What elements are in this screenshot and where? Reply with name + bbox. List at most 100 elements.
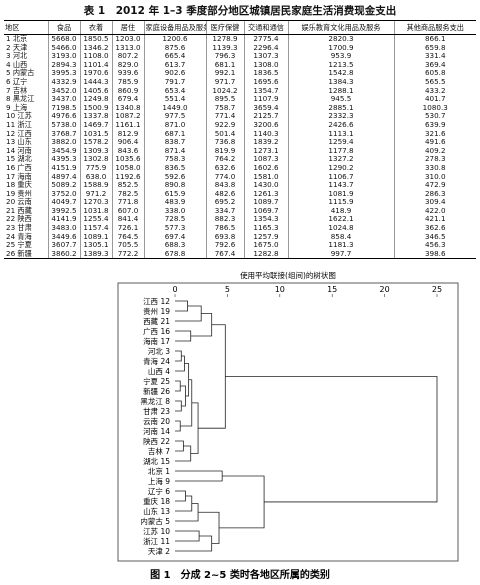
- table-cell: 421.1: [393, 215, 476, 225]
- table-cell: 22 陕西: [6, 214, 32, 224]
- table-cell: 5 内蒙古: [6, 68, 35, 78]
- table-cell: 895.5: [205, 95, 244, 104]
- table-cell: 2332.3: [287, 112, 394, 121]
- table-cell: 1113.1: [287, 129, 394, 139]
- table-cell: 1200.6: [143, 34, 206, 44]
- table-row: 11 浙江 5738.0 1469.7 1161.1 871.0 922.9 3200.6 2…: [4, 120, 476, 130]
- table-cell: 659.8: [393, 43, 476, 53]
- table-cell: 836.5: [143, 163, 206, 173]
- table-row: 21 西藏 3992.5 1031.8 607.0 338.0 334.7 1069.7 41…: [4, 206, 476, 216]
- figure-caption: 图 1 分成 2~5 类时各地区所属的类别: [150, 568, 330, 581]
- table-cell: 693.8: [205, 232, 244, 242]
- table-cell: 1278.9: [205, 34, 244, 44]
- column-header: 其他商品服务支出: [393, 20, 476, 35]
- table-cell: 829.0: [111, 60, 144, 70]
- table-cell: 25 宁夏: [6, 240, 32, 250]
- table-cell: 1288.1: [287, 86, 394, 96]
- column-header: 食品: [47, 20, 80, 35]
- table-cell: 1354.7: [243, 86, 288, 96]
- table-cell: 764.2: [205, 155, 244, 164]
- table-cell: 758.3: [143, 155, 206, 164]
- table-cell: 1836.5: [243, 69, 288, 78]
- table-cell: 26 新疆: [4, 249, 48, 260]
- table-cell: 858.4: [287, 232, 394, 242]
- column-header: 交通和通信: [243, 20, 288, 35]
- table-row: 12 江西 3768.7 1031.5 812.9 687.1 501.4 1140.3 11…: [4, 129, 476, 139]
- table-cell: 771.4: [205, 112, 244, 121]
- table-cell: 945.5: [287, 95, 394, 104]
- table-cell: 5466.0: [47, 43, 80, 53]
- table-cell: 3454.9: [47, 146, 80, 156]
- table-cell: 491.6: [393, 138, 476, 147]
- table-cell: 19 贵州: [6, 188, 32, 198]
- table-row: 8 黑龙江 3437.0 1249.8 679.4 551.4 895.5 1107.9 94…: [4, 95, 476, 104]
- table-cell: 838.7: [143, 138, 206, 147]
- table-cell: 3193.0: [47, 52, 80, 61]
- leaf-label: 广西 16: [143, 326, 170, 336]
- table-cell: 1444.3: [79, 77, 112, 87]
- table-cell: 613.7: [143, 60, 206, 70]
- table-cell: 1602.6: [243, 163, 288, 173]
- table-cell: 1313.0: [111, 43, 144, 53]
- leaf-label: 江西 12: [143, 297, 170, 306]
- table-cell: 5738.0: [47, 120, 80, 130]
- table-cell: 330.8: [393, 163, 476, 173]
- table-cell: 1430.0: [243, 180, 288, 190]
- table-cell: 639.9: [393, 120, 476, 130]
- table-cell: 922.9: [205, 120, 244, 130]
- table-cell: 286.3: [393, 189, 476, 199]
- leaf-label: 湖北 15: [143, 457, 170, 466]
- figure-frame: [117, 282, 459, 562]
- table-cell: 8 黑龙江: [6, 94, 35, 104]
- table-cell: 997.7: [287, 249, 394, 260]
- table-cell: 1839.2: [243, 138, 288, 147]
- table-cell: 971.7: [205, 77, 244, 87]
- table-cell: 278.3: [393, 155, 476, 164]
- table-cell: 482.6: [205, 189, 244, 199]
- table-cell: 4897.4: [47, 172, 80, 182]
- table-cell: 3452.0: [47, 86, 80, 96]
- table-cell: 1101.4: [79, 60, 112, 70]
- table-cell: 1249.8: [79, 95, 112, 104]
- table-row: 3 河北 3193.0 1108.0 807.2 665.4 796.3 1307.3 953…: [4, 52, 476, 61]
- table-cell: 1695.6: [243, 77, 288, 87]
- table-cell: 1031.5: [79, 129, 112, 139]
- table-cell: 2296.4: [243, 43, 288, 53]
- table-cell: 1035.6: [111, 155, 144, 164]
- table-cell: 1108.0: [79, 52, 112, 61]
- table-row: 19 贵州 3752.0 971.2 782.5 615.9 482.6 1261.3 108…: [4, 188, 476, 199]
- table-cell: 1089.1: [79, 232, 112, 242]
- table-cell: 1449.0: [143, 103, 206, 113]
- table-cell: 2125.7: [243, 112, 288, 121]
- table-cell: 1257.9: [243, 232, 288, 242]
- table-cell: 4 山西: [6, 59, 28, 69]
- table-cell: 2894.3: [47, 60, 80, 70]
- table-cell: 977.5: [143, 112, 206, 121]
- table-cell: 871.4: [143, 146, 206, 156]
- table-cell: 398.6: [393, 249, 476, 260]
- column-header: 医疗保健: [205, 20, 244, 35]
- column-header: 居住: [111, 20, 144, 35]
- table-row: 16 广西 4151.9 775.9 1058.0 836.5 632.6 1602.6 12…: [4, 163, 476, 173]
- table-cell: 3200.6: [243, 120, 288, 130]
- table-cell: 1384.3: [287, 77, 394, 87]
- table-cell: 1031.8: [79, 206, 112, 216]
- table-cell: 1157.4: [79, 223, 112, 233]
- column-header: 地区: [4, 20, 48, 35]
- table-row: 6 辽宁 4332.9 1444.3 785.9 791.7 971.7 1695.6 138…: [4, 76, 476, 87]
- table-cell: 728.5: [143, 215, 206, 225]
- table-cell: 1161.1: [111, 120, 144, 130]
- table-cell: 551.4: [143, 95, 206, 104]
- table-row: 1 北京 5668.0 1850.5 1203.0 1200.6 1278.9 2775.4…: [4, 34, 476, 44]
- table-cell: 871.0: [143, 120, 206, 130]
- leaf-label: 黑龙江 8: [140, 396, 170, 406]
- table-row: 15 湖北 4395.3 1302.8 1035.6 758.3 764.2 1087.3 1…: [4, 155, 476, 164]
- table-cell: 310.0: [393, 172, 476, 182]
- table-cell: 6 辽宁: [6, 76, 28, 86]
- table-cell: 592.6: [143, 172, 206, 182]
- table-cell: 992.1: [205, 69, 244, 78]
- table-row: 7 吉林 3452.0 1405.6 860.9 653.4 1024.2 1354.7 12…: [4, 86, 476, 96]
- table-cell: 736.8: [205, 138, 244, 147]
